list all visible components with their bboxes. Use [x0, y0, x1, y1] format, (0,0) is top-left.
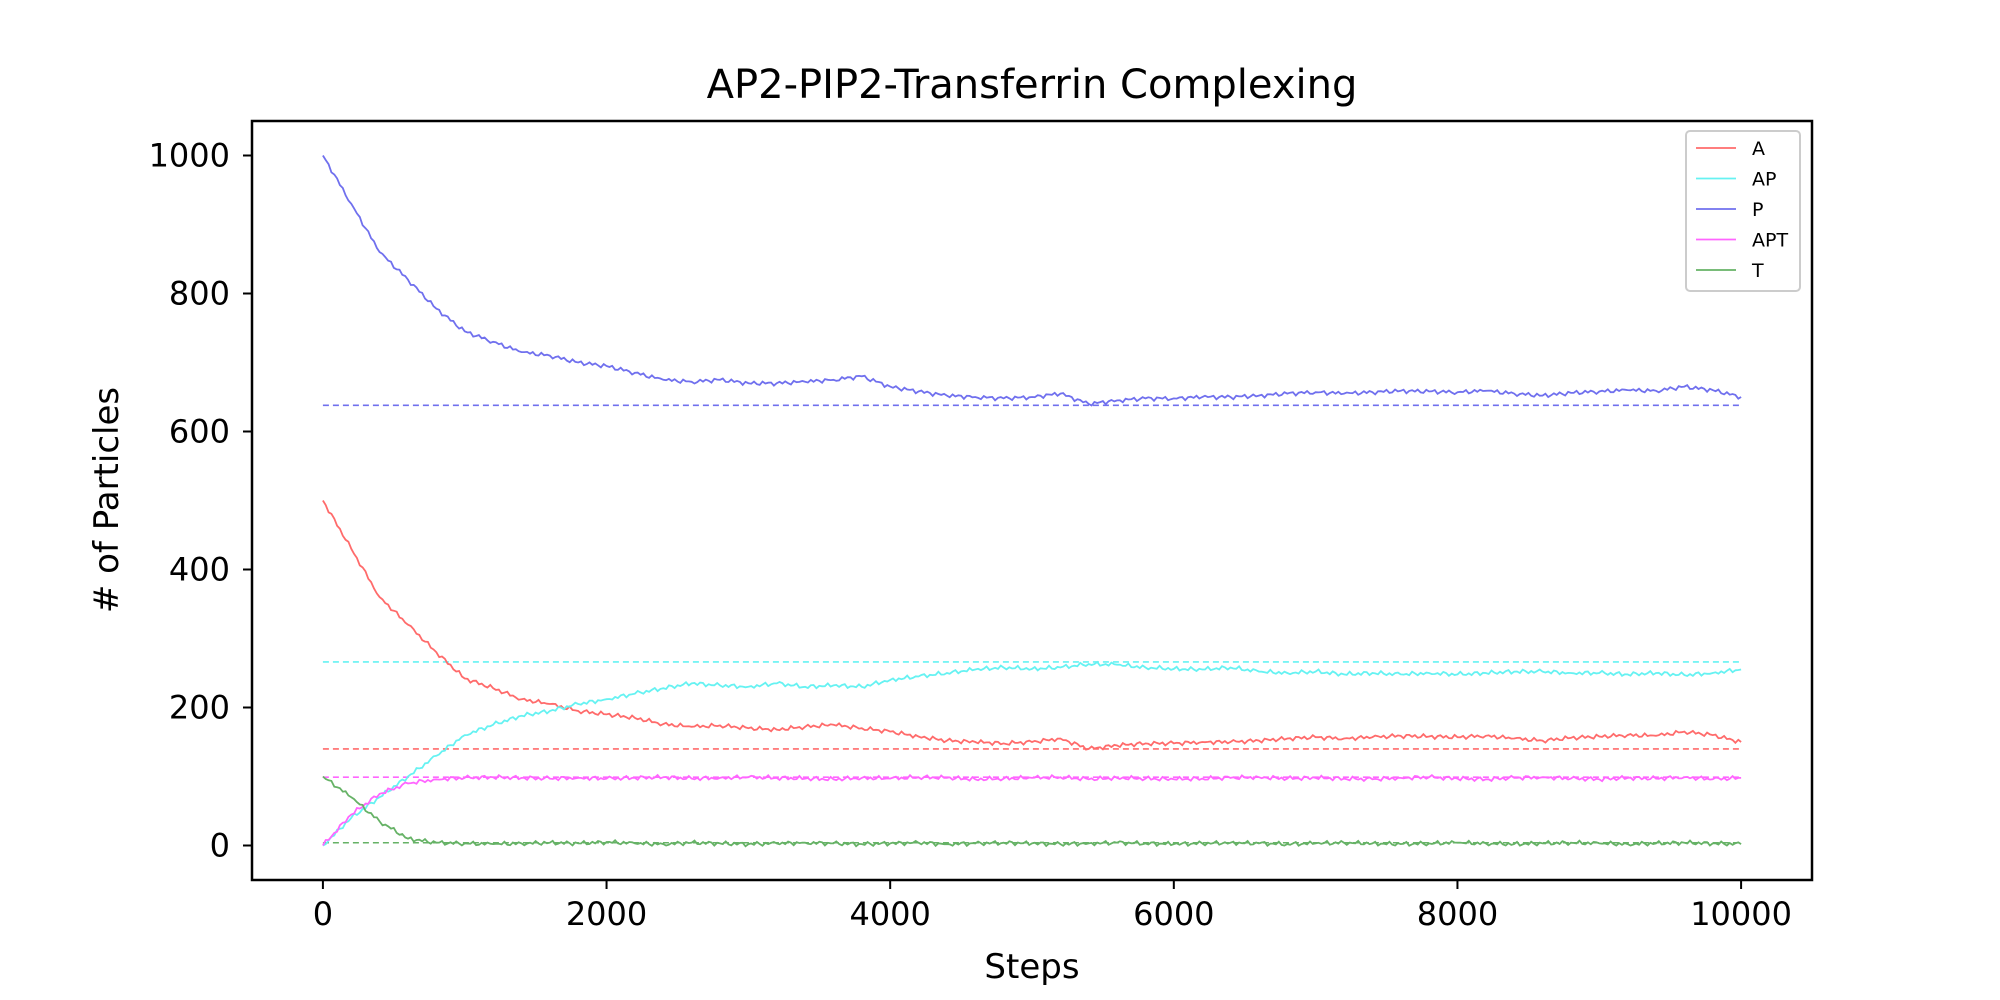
reference-lines	[322, 404, 1742, 844]
x-tick-label: 10000	[1690, 895, 1792, 933]
legend-label-p: P	[1752, 199, 1763, 221]
y-tick-label: 400	[169, 551, 230, 589]
legend-label-apt: APT	[1752, 230, 1788, 252]
plot-area-frame	[250, 119, 1814, 882]
x-axis-label: Steps	[984, 947, 1079, 987]
chart-title: AP2-PIP2-Transferrin Complexing	[707, 62, 1358, 108]
x-tick-label: 2000	[566, 895, 647, 933]
series-line-apt	[322, 773, 1742, 846]
legend: A AP P APT T	[1685, 130, 1801, 292]
y-tick-label: 0	[210, 827, 230, 865]
legend-label-a: A	[1752, 138, 1765, 160]
series-line-t	[322, 775, 1742, 848]
legend-label-ap: AP	[1752, 169, 1776, 191]
legend-label-t: T	[1751, 260, 1764, 282]
y-axis-label: # of Particles	[87, 387, 127, 613]
series-line-p	[322, 155, 1742, 407]
y-tick-label: 800	[169, 275, 230, 313]
x-tick-label: 6000	[1133, 895, 1214, 933]
x-tick-label: 4000	[849, 895, 930, 933]
y-axis: 0 200 400 600 800 1000	[149, 137, 252, 865]
legend-frame	[1685, 130, 1801, 292]
series-lines	[322, 155, 1742, 848]
y-tick-label: 1000	[149, 137, 230, 175]
x-axis: 0 2000 4000 6000 8000 10000	[313, 880, 1792, 933]
x-tick-label: 8000	[1417, 895, 1498, 933]
y-tick-label: 200	[169, 689, 230, 727]
x-tick-label: 0	[313, 895, 333, 933]
y-tick-label: 600	[169, 413, 230, 451]
series-line-ap	[322, 660, 1742, 847]
